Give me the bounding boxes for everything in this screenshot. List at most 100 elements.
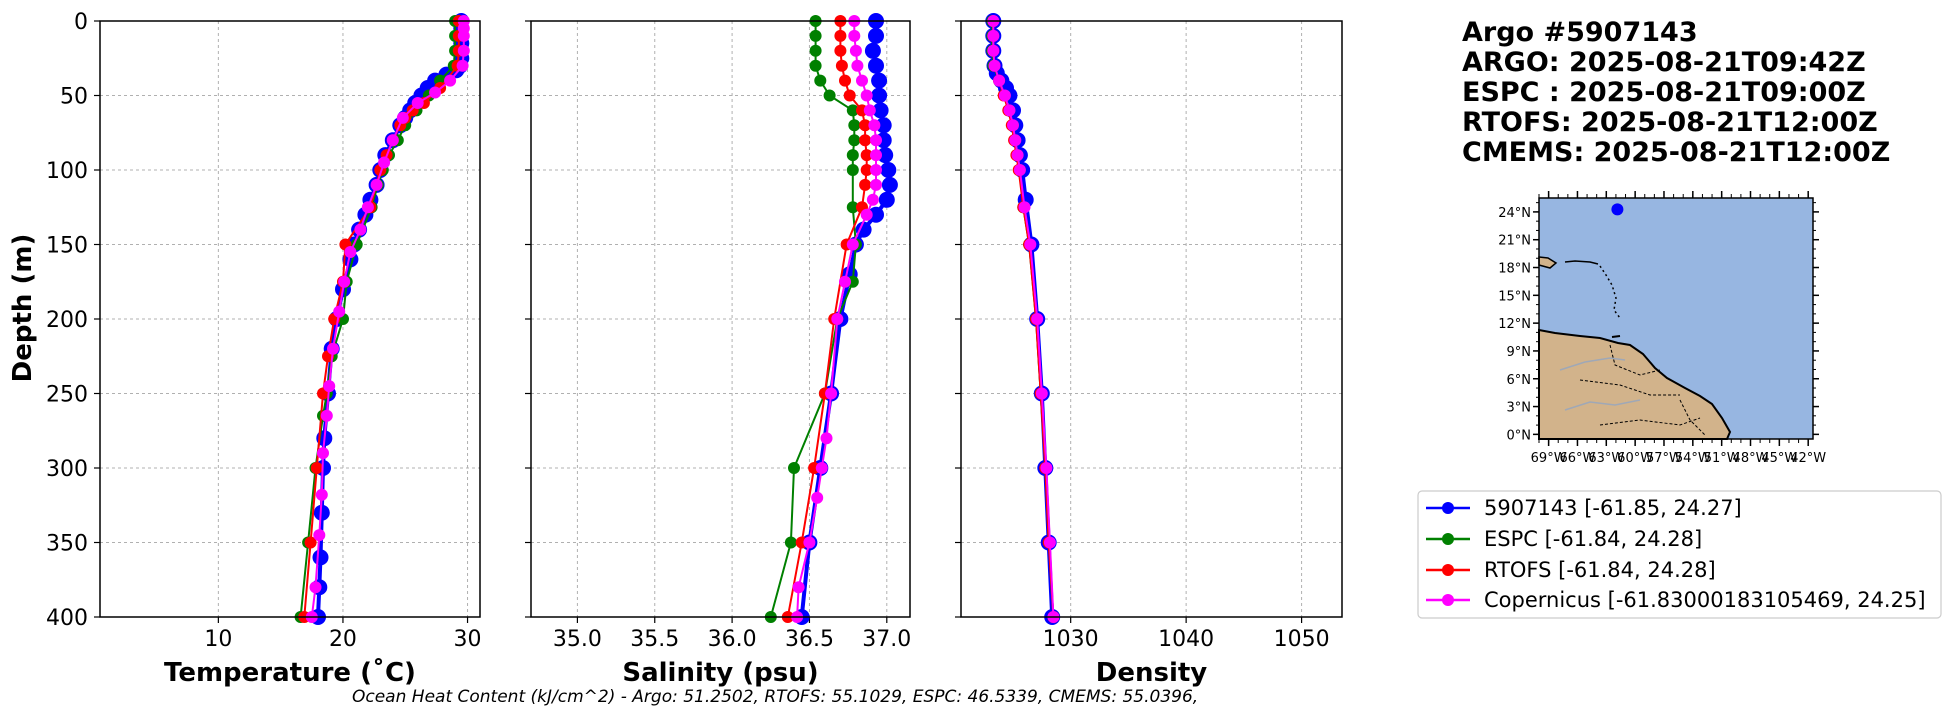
salinity-xtick-label: 37.0 (862, 627, 911, 652)
salinity-series-point-3 (870, 149, 882, 162)
salinity-series-point-2 (834, 29, 847, 42)
temperature-series-point-3 (309, 581, 322, 594)
temperature-series-point-3 (386, 134, 399, 147)
salinity-series-point-0 (868, 57, 884, 74)
title-line-argo-id: Argo #5907143 (1462, 17, 1698, 48)
salinity-series-point-3 (848, 29, 861, 42)
salinity-series-point-3 (846, 238, 859, 251)
depth-tick-label: 200 (46, 308, 88, 333)
density-series-point-3 (1009, 134, 1022, 147)
salinity-series-point-3 (866, 193, 879, 206)
density-plot-area (961, 21, 1342, 617)
temperature-panel: 0 50 100 150 200 250 300 350 400 10 20 30 Temperatur… (46, 10, 482, 688)
map-lon-label: 42°W (1790, 451, 1826, 466)
salinity-series-point-0 (875, 117, 892, 134)
temperature-series-point-0 (312, 549, 329, 566)
temperature-series-line-1 (299, 21, 457, 618)
temperature-series-point-3 (354, 223, 367, 236)
legend-label-copernicus: Copernicus [-61.83000183105469, 24.25] (1484, 588, 1926, 612)
temperature-series-point-3 (313, 529, 326, 542)
temperature-series-point-2 (304, 536, 317, 549)
legend-marker (1442, 533, 1454, 545)
salinity-series-point-0 (881, 176, 898, 193)
salinity-series-point-3 (831, 313, 844, 325)
density-series-point-3 (1018, 201, 1031, 214)
salinity-series-point-3 (870, 178, 882, 191)
temperature-series-point-3 (457, 29, 470, 42)
legend-entry-espc: ESPC [-61.84, 24.28] (1426, 527, 1702, 551)
map-border (1579, 379, 1680, 396)
depth-tick-label: 0 (74, 10, 88, 35)
salinity-series-point-3 (856, 74, 868, 87)
salinity-series-point-3 (860, 208, 873, 221)
depth-tick-label: 300 (46, 457, 88, 482)
salinity-series-point-0 (871, 87, 888, 104)
density-series-point-3 (993, 74, 1006, 87)
map-lon-label: 69°W (1531, 451, 1567, 466)
salinity-series-point-1 (848, 134, 861, 147)
density-series-point-3 (1003, 104, 1016, 117)
temperature-series-point-3 (456, 59, 469, 72)
map-border (1599, 417, 1701, 426)
map-border (1609, 344, 1661, 376)
salinity-series-point-0 (872, 102, 889, 119)
temperature-plot-area (100, 21, 480, 617)
temperature-series-point-3 (370, 178, 383, 191)
density-series-point-3 (1043, 536, 1056, 549)
map-lon-label: 54°W (1675, 451, 1711, 466)
salinity-series-point-2 (843, 89, 856, 102)
salinity-series-point-2 (839, 74, 851, 87)
map-border (1679, 399, 1706, 436)
salinity-series-point-3 (792, 581, 805, 594)
density-series-point-3 (987, 44, 1000, 57)
density-series-point-3 (1007, 119, 1019, 132)
map-lon-label: 66°W (1560, 451, 1596, 466)
salinity-series-point-1 (846, 201, 859, 214)
density-xtick-label: 1030 (1043, 627, 1099, 652)
map-lat-label: 12°N (1498, 317, 1531, 332)
salinity-series-point-1 (846, 164, 859, 176)
salinity-xtick-label: 35.0 (553, 627, 602, 652)
map-river (1564, 399, 1641, 411)
salinity-series-point-3 (851, 59, 864, 72)
salinity-series-point-1 (809, 59, 822, 72)
density-xtick-label: 1040 (1158, 627, 1214, 652)
salinity-series-point-2 (860, 164, 873, 176)
map-lon-label: 45°W (1761, 451, 1797, 466)
temperature-series-point-3 (457, 44, 470, 57)
temperature-series-point-3 (327, 342, 339, 355)
map-longitude-ticks: 69°W66°W63°W60°W57°W54°W51°W48°W45°W42°W (1531, 191, 1826, 466)
legend-frame (1417, 490, 1942, 619)
title-line-argo-time: ARGO: 2025-08-21T09:42Z (1462, 47, 1866, 78)
salinity-series-point-2 (835, 59, 848, 72)
salinity-series-point-1 (848, 119, 861, 132)
density-series-point-3 (1031, 313, 1044, 325)
salinity-series-point-3 (868, 119, 881, 132)
density-series-point-3 (1024, 238, 1037, 251)
map-lat-label: 6°N (1507, 373, 1532, 388)
title-line-cmems-time: CMEMS: 2025-08-21T12:00Z (1462, 137, 1890, 168)
salinity-series-point-1 (784, 536, 797, 549)
density-panel: 1030 1040 1050 Density (955, 13, 1343, 688)
temperature-series-point-3 (411, 97, 424, 109)
map-lon-label: 63°W (1588, 451, 1624, 466)
map-caribbean-islands (1564, 260, 1599, 265)
salinity-series-point-0 (868, 27, 884, 44)
temperature-series-point-2 (310, 462, 323, 474)
temperature-series-point-3 (444, 74, 457, 87)
legend-marker (1442, 564, 1454, 576)
salinity-series-point-3 (870, 134, 882, 147)
temperature-series-point-3 (323, 380, 336, 393)
legend: 5907143 [-61.85, 24.27] ESPC [-61.84, 24… (1417, 490, 1942, 619)
salinity-series-point-1 (823, 89, 836, 102)
temperature-series-point-0 (313, 504, 330, 521)
salinity-series-point-2 (859, 178, 872, 191)
map-lon-label: 48°W (1733, 451, 1769, 466)
salinity-series-point-2 (859, 134, 872, 147)
map-lat-label: 15°N (1498, 289, 1531, 304)
ocean-heat-content-footer: Ocean Heat Content (kJ/cm^2) - Argo: 51.… (352, 687, 1198, 707)
map-lon-label: 60°W (1617, 451, 1653, 466)
salinity-series-point-0 (868, 206, 884, 223)
density-series-point-3 (1040, 462, 1053, 474)
